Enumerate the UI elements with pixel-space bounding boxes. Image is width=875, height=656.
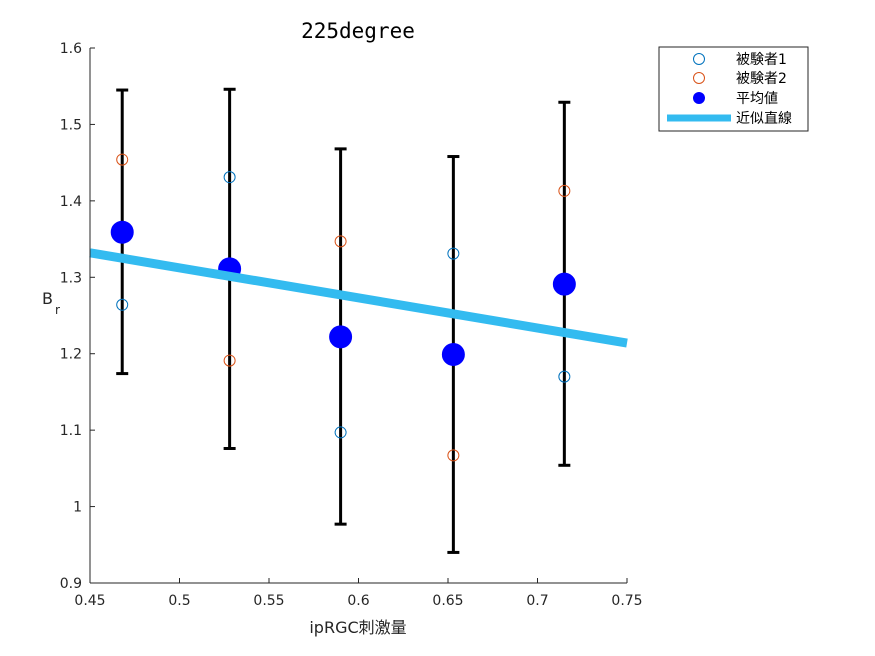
subject2-point <box>223 354 236 367</box>
subject2-point <box>116 153 129 166</box>
legend-label: 被験者2 <box>736 71 787 87</box>
legend-label: 被験者1 <box>736 52 787 68</box>
legend-entry: 近似直線 <box>667 110 792 127</box>
legend-entry: 被験者2 <box>693 71 787 87</box>
y-axis-label-subscript: r <box>55 303 60 317</box>
y-tick-label: 0.9 <box>60 576 82 592</box>
mean-point <box>329 325 353 349</box>
y-tick-label: 1 <box>73 500 82 516</box>
y-axis-label-main: B <box>42 289 53 308</box>
legend-label: 平均値 <box>736 91 778 107</box>
y-tick-label: 1.4 <box>60 194 82 210</box>
x-tick-label: 0.45 <box>74 593 105 609</box>
x-tick-label: 0.75 <box>611 593 642 609</box>
subject2-point <box>558 184 571 197</box>
subject1-point <box>558 370 571 383</box>
plot-area <box>89 87 628 554</box>
subject1-point <box>116 298 129 311</box>
y-tick-label: 1.3 <box>60 270 82 286</box>
y-tick-label: 1.5 <box>60 117 82 133</box>
axes: 0.45 0.5 0.55 0.6 0.65 0.7 0.75 0.9 1 1.1 1.2 1.3 1.… <box>60 41 643 609</box>
subject2-point <box>334 235 347 248</box>
y-axis-label: B r <box>42 289 60 317</box>
y-tick-label: 1.2 <box>60 347 82 363</box>
fit-line <box>89 248 628 348</box>
x-tick-label: 0.6 <box>347 593 369 609</box>
legend-marker <box>693 53 705 65</box>
x-tick-label: 0.55 <box>253 593 284 609</box>
x-tick-label: 0.65 <box>432 593 463 609</box>
subject1-point <box>334 426 347 439</box>
chart-title: 225degree <box>301 19 415 43</box>
legend-entry: 平均値 <box>693 91 778 107</box>
legend-marker <box>693 92 705 104</box>
x-tick-label: 0.5 <box>168 593 190 609</box>
mean-point <box>110 220 134 244</box>
mean-point <box>441 342 465 366</box>
legend-marker <box>693 72 705 84</box>
legend-label: 近似直線 <box>736 110 792 127</box>
subject1-point <box>223 171 236 184</box>
subject2-point <box>447 449 460 462</box>
y-tick-label: 1.6 <box>60 41 82 57</box>
legend-entry: 被験者1 <box>693 52 787 68</box>
subject1-point <box>447 247 460 260</box>
mean-point <box>552 272 576 296</box>
y-tick-label: 1.1 <box>60 423 82 439</box>
x-tick-label: 0.7 <box>526 593 548 609</box>
x-axis-label: ipRGC刺激量 <box>309 618 406 637</box>
